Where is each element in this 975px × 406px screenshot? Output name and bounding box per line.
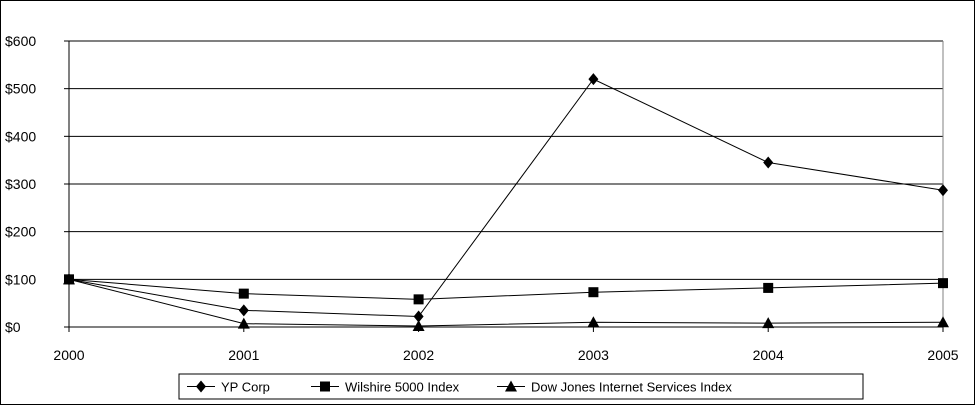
x-tick-label: 2000: [53, 347, 84, 363]
y-tick-label: $200: [5, 224, 36, 240]
legend: YP Corp Wilshire 5000 Index Dow Jones Inte…: [178, 373, 864, 400]
x-tick-label: 2005: [927, 347, 958, 363]
legend-label: Dow Jones Internet Services Index: [531, 380, 732, 395]
series-triangle: [63, 273, 949, 332]
data-point-diamond: [238, 304, 249, 317]
data-point-square: [763, 282, 774, 293]
y-tick-label: $400: [5, 128, 36, 144]
legend-box: [178, 373, 864, 400]
data-point-diamond: [588, 73, 599, 86]
x-tick-labels: 2000 2001 2002 2003 2004 2005: [53, 347, 958, 363]
gridlines: [69, 40, 943, 280]
legend-marker-triangle: [505, 380, 517, 392]
legend-label: YP Corp: [221, 380, 270, 395]
x-tick-label: 2002: [403, 347, 434, 363]
data-point-triangle: [587, 316, 600, 328]
data-point-square: [413, 294, 424, 305]
legend-marker-square: [320, 381, 330, 392]
series-line: [68, 78, 944, 318]
data-point-diamond: [413, 310, 424, 323]
axes: [64, 40, 944, 332]
data-point-square: [238, 288, 249, 299]
x-tick-label: 2003: [578, 347, 609, 363]
data-point-square: [588, 287, 599, 298]
data-point-triangle: [237, 317, 250, 329]
data-point-square: [938, 278, 948, 289]
series-line: [68, 278, 944, 300]
y-tick-label: $300: [5, 176, 36, 192]
y-tick-labels: $0 $100 $200 $300 $400 $500 $600: [5, 33, 36, 335]
x-tick-label: 2001: [228, 347, 259, 363]
series-diamond: [64, 73, 948, 323]
legend-marker-diamond: [196, 380, 206, 393]
y-tick-label: $100: [5, 271, 36, 287]
y-tick-label: $600: [5, 33, 36, 49]
data-point-triangle: [937, 316, 949, 328]
data-point-triangle: [63, 273, 75, 285]
data-point-diamond: [763, 156, 774, 169]
y-tick-label: $500: [5, 81, 36, 97]
data-point-diamond: [938, 184, 948, 197]
y-tick-label: $0: [5, 319, 21, 335]
x-tick-label: 2004: [753, 347, 784, 363]
legend-label: Wilshire 5000 Index: [345, 380, 460, 395]
series-lines: [63, 73, 949, 332]
data-point-triangle: [762, 317, 775, 329]
data-point-triangle: [412, 320, 425, 332]
series-line: [68, 278, 944, 327]
